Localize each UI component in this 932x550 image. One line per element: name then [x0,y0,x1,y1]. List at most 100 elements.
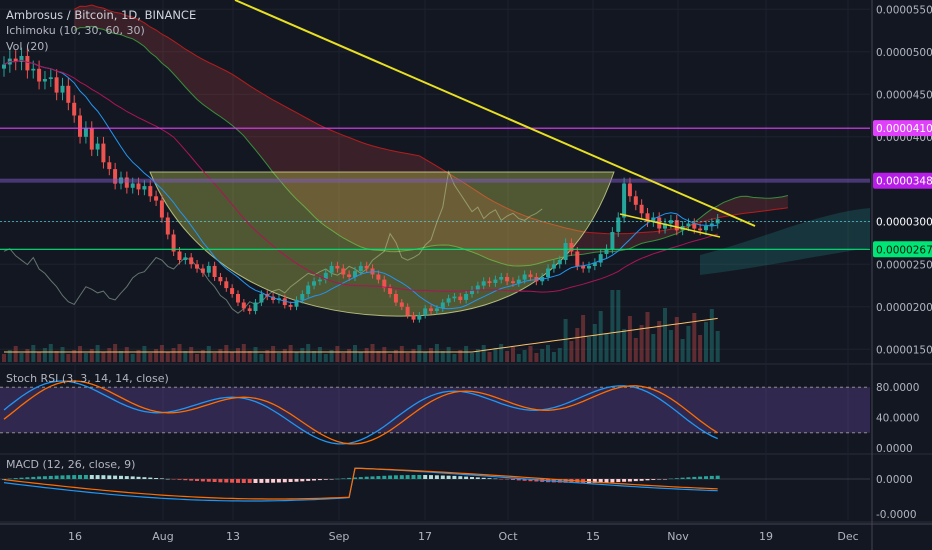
volume-bar [300,348,305,362]
macd-histogram-bar [113,475,118,479]
time-tick-label: 16 [68,530,82,543]
volume-legend: Vol (20) [6,40,49,53]
macd-histogram-bar [282,479,287,483]
macd-histogram-bar [148,477,153,479]
span-b-line [73,4,788,235]
macd-histogram-bar [200,479,205,482]
macd-histogram-bar [604,479,609,483]
volume-bar [551,352,556,362]
volume-bar [557,348,562,362]
candle-body [25,56,30,71]
stoch-tick-label: 40.0000 [876,413,919,425]
macd-histogram-bar [294,479,299,482]
macd-histogram-bar [481,477,486,479]
macd-histogram-bar [206,479,211,482]
macd-histogram-bar [563,479,568,483]
candle-body [487,281,492,283]
macd-histogram-bar [698,476,703,479]
volume-bar [241,344,246,362]
ichimoku-cloud [3,4,870,314]
volume-bar [639,325,644,362]
cloud-fill-green [700,208,870,275]
volume-bar [130,354,135,362]
macd-histogram-bar [622,479,627,482]
price-marker-tag [873,120,932,137]
macd-tick-label: 0.0000 [876,474,913,486]
candle-body [534,277,539,282]
candle-body [522,274,527,280]
volume-bar [429,348,433,362]
volume-bar [516,354,521,362]
volume-bar [107,348,112,362]
span-a-line [73,25,789,267]
conversion-line [3,59,718,310]
cup-shape [149,171,615,317]
candle-body [154,196,159,201]
candle-body [686,223,691,227]
candle-body [294,299,299,307]
volume-bar [388,354,393,362]
time-tick-label: 17 [418,530,432,543]
candle-body [42,79,47,82]
volume-bar [171,348,176,362]
candle-body [101,143,106,163]
macd-histogram-bar [177,479,182,480]
macd-histogram-bar [335,478,340,480]
candle-body [19,56,24,62]
price-marker-label: 0.00003003 [876,216,932,228]
volume-bar [25,349,30,362]
candle-body [709,223,714,227]
volume-bar [499,344,504,362]
volume-bar [657,321,662,362]
candle-body [563,243,568,260]
volume-bar [598,311,603,362]
macd-histogram-bar [592,479,597,483]
candle-body [165,217,170,235]
volume-bar [159,345,164,362]
candle-body [475,285,480,290]
time-tick-label: Sep [329,530,350,543]
volume-bar [124,347,129,362]
macd-histogram-bar [645,479,650,481]
macd-histogram-bar [388,475,393,479]
candle-body [388,288,393,294]
macd-histogram-bar [627,479,632,482]
candle-body [60,85,65,93]
volume-bar [528,346,533,362]
volume-bar [78,346,82,362]
macd-histogram-bar [364,476,369,479]
candle-body [353,271,357,277]
candle-body [312,281,316,286]
volume-bar [487,352,492,362]
macd-histogram-bar [171,479,176,480]
candle-body [633,196,638,205]
time-tick-label: 13 [226,530,240,543]
candle-body [423,308,428,316]
volume-bar [715,331,720,362]
volume-bar [230,352,235,362]
volume-bar [282,349,287,362]
volume-bar [218,349,223,362]
volume-bar [417,345,422,362]
volume-bar [622,329,627,362]
macd-histogram-bar [142,477,147,479]
candle-body [95,143,100,150]
volume-bar [31,345,36,362]
candle-body [31,68,36,71]
volume-bar [411,349,416,362]
candle-body [195,264,199,269]
macd-histogram-bar [107,475,112,479]
macd-histogram-bar [306,479,311,481]
macd-histogram-bar [7,478,12,480]
volume-bar [317,347,322,362]
macd-histogram-bar [13,478,18,479]
candle-body [604,248,609,254]
stoch-d-line [3,380,719,445]
volume-bar [627,316,632,362]
candle-body [142,186,147,190]
macd-histogram-bar [31,476,36,479]
macd-histogram-bar [259,479,264,483]
stoch-tick-label: 80.0000 [876,382,919,394]
candle-body [698,228,703,231]
volume-bar [610,290,615,362]
